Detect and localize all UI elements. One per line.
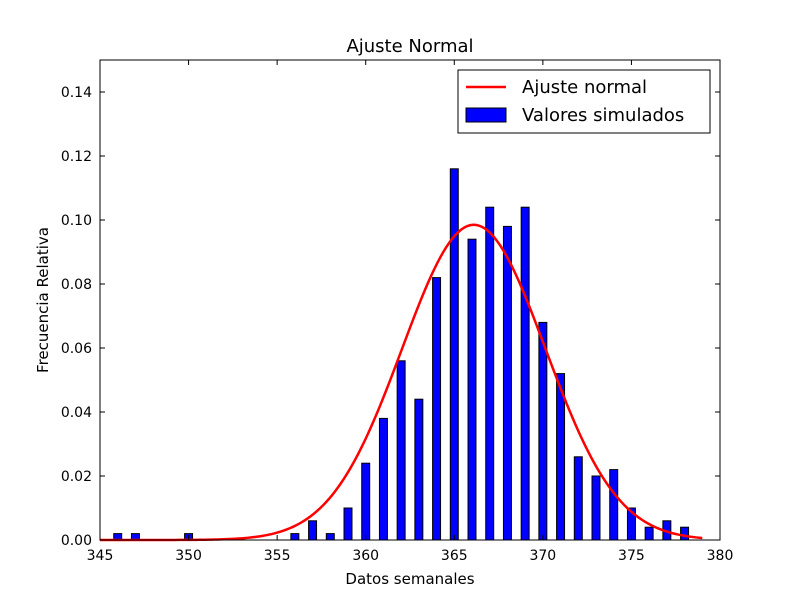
bar bbox=[378, 417, 388, 541]
x-tick-label: 360 bbox=[352, 548, 379, 564]
y-tick-label: 0.10 bbox=[61, 213, 92, 229]
x-tick-label: 355 bbox=[264, 548, 291, 564]
y-tick-label: 0.12 bbox=[61, 149, 92, 165]
y-tick-label: 0.08 bbox=[61, 277, 92, 293]
x-tick-label: 370 bbox=[529, 548, 556, 564]
bar bbox=[308, 520, 318, 541]
y-tick-label: 0.04 bbox=[61, 405, 92, 421]
y-axis: 0.00 0.02 0.04 0.06 0.08 0.10 0.12 0.14 bbox=[61, 85, 720, 549]
bar bbox=[680, 526, 690, 541]
x-tick-label: 375 bbox=[618, 548, 645, 564]
x-tick-label: 345 bbox=[87, 548, 114, 564]
bar bbox=[432, 277, 442, 541]
legend-label-fit: Ajuste normal bbox=[522, 77, 647, 98]
plot-frame bbox=[99, 59, 721, 541]
bar bbox=[573, 456, 583, 541]
bar bbox=[414, 398, 424, 541]
bar bbox=[361, 462, 371, 541]
bar bbox=[449, 168, 459, 541]
x-tick-label: 365 bbox=[441, 548, 468, 564]
y-tick-label: 0.02 bbox=[61, 469, 92, 485]
x-axis-label: Datos semanales bbox=[345, 570, 474, 588]
bar bbox=[325, 533, 335, 541]
bar bbox=[467, 238, 477, 541]
bar bbox=[485, 206, 495, 541]
y-axis-label: Frecuencia Relativa bbox=[34, 227, 52, 373]
bar bbox=[520, 206, 530, 541]
legend-label-bars: Valores simulados bbox=[522, 105, 684, 126]
bar bbox=[609, 469, 619, 541]
x-tick-label: 350 bbox=[175, 548, 202, 564]
bar bbox=[502, 225, 512, 541]
y-tick-label: 0.14 bbox=[61, 85, 92, 101]
bar bbox=[343, 507, 353, 541]
bar bbox=[591, 475, 601, 541]
chart-title: Ajuste Normal bbox=[346, 36, 473, 57]
x-axis: 345 350 355 360 365 370 375 380 bbox=[87, 60, 734, 564]
bar bbox=[644, 526, 654, 541]
y-tick-label: 0.00 bbox=[61, 533, 92, 549]
bar bbox=[538, 321, 548, 541]
x-tick-label: 380 bbox=[707, 548, 734, 564]
legend-bar-swatch bbox=[465, 107, 507, 123]
bar bbox=[290, 533, 300, 541]
bar bbox=[396, 360, 406, 541]
y-tick-label: 0.06 bbox=[61, 341, 92, 357]
legend: Ajuste normal Valores simulados bbox=[457, 69, 711, 134]
